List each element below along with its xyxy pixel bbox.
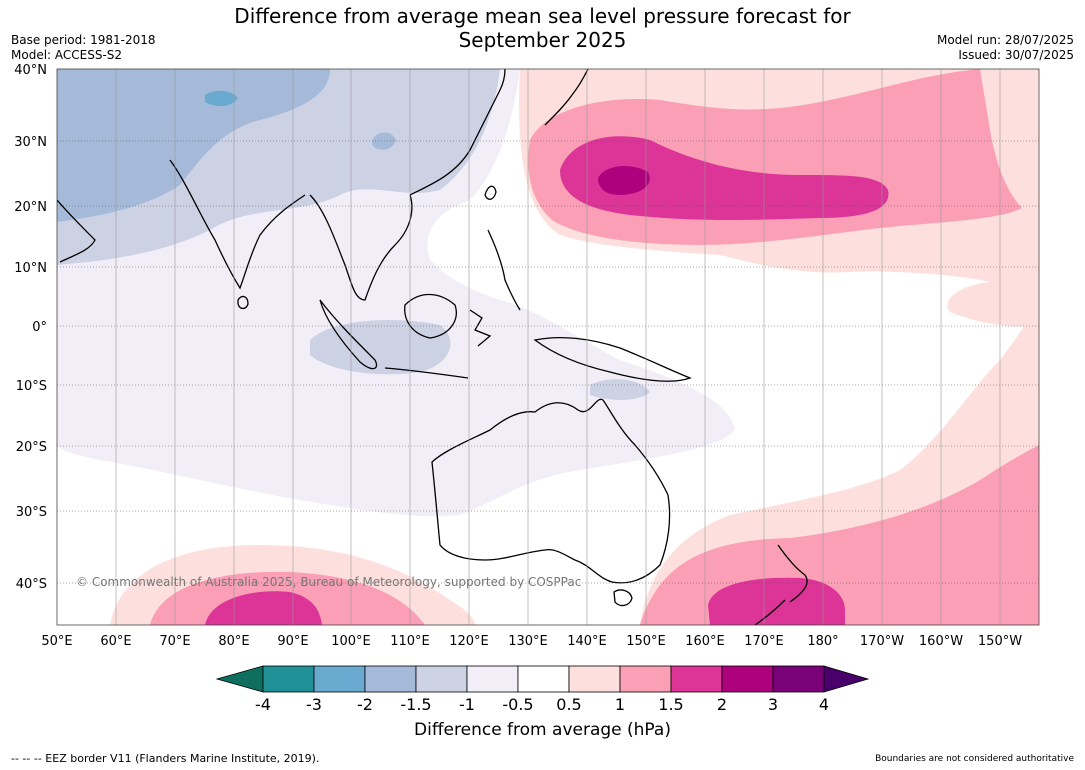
model-name: Model: ACCESS-S2 [11, 48, 123, 62]
colorbar-tick: 3 [768, 695, 778, 714]
lon-label: 160°W [919, 634, 963, 649]
colorbar-tick: 0.5 [556, 695, 581, 714]
colorbar-tick: -0.5 [502, 695, 533, 714]
lon-label: 60°E [100, 634, 131, 649]
anomaly-region-pos1-spacific [640, 445, 1039, 625]
lon-label: 140°E [567, 634, 607, 649]
anomaly-region-neg1-bay [310, 320, 451, 375]
map-frame [56, 68, 1040, 626]
colorbar-swatch [772, 665, 825, 693]
coastline-new-zealand-north [777, 544, 808, 603]
coastline-arabia [57, 199, 96, 263]
colorbar-tick: 2 [717, 695, 727, 714]
base-period: Base period: 1981-2018 [11, 33, 156, 47]
graticule [57, 69, 1039, 625]
title-line-2: September 2025 [458, 28, 627, 52]
colorbar-swatch [670, 665, 723, 693]
lon-label: 50°E [41, 634, 72, 649]
lon-label: 150°E [626, 634, 666, 649]
colorbar-tick: -1.5 [400, 695, 431, 714]
lat-label: 10°S [16, 379, 47, 394]
coastlines [57, 69, 808, 625]
colorbar-tick: -3 [306, 695, 322, 714]
lon-label: 100°E [331, 634, 371, 649]
colorbar-swatch [466, 665, 519, 693]
lon-label: 90°E [277, 634, 308, 649]
longitude-labels: 50°E 60°E 70°E 80°E 90°E 100°E 110°E 120°E 130°E… [41, 634, 1022, 649]
lon-label: 120°E [449, 634, 489, 649]
lat-label: 40°S [16, 577, 47, 592]
lat-label: 0° [32, 320, 47, 335]
anomaly-region-pos15-tasman [708, 577, 845, 625]
boundaries-disclaimer: Boundaries are not considered authoritat… [875, 754, 1074, 764]
anomaly-region-pos2-npacific [598, 166, 650, 195]
map-field [57, 69, 1039, 625]
coastline-sumatra [319, 299, 378, 370]
coastline-tasmania [613, 589, 633, 607]
copyright-notice: © Commonwealth of Australia 2025, Bureau… [76, 575, 581, 589]
colorbar-swatch [619, 665, 672, 693]
lon-label: 80°E [218, 634, 249, 649]
colorbar-tick-labels: -4 -3 -2 -1.5 -1 -0.5 0.5 1 1.5 2 3 4 [255, 695, 829, 714]
lon-label: 150°W [978, 634, 1022, 649]
anomaly-region-neg1-coralsea [590, 379, 650, 400]
coastline-china [409, 69, 506, 196]
colorbar-tick: -2 [357, 695, 373, 714]
colorbar-extend-low [215, 665, 264, 693]
latitude-labels: 40°N 30°N 20°N 10°N 0° 10°S 20°S 30°S 40°S [14, 63, 47, 592]
coastline-taiwan [484, 185, 497, 200]
coastline-philippines [487, 229, 521, 311]
coastline-new-guinea [533, 336, 692, 382]
colorbar-swatch [262, 665, 315, 693]
lon-label: 170°E [744, 634, 784, 649]
lat-label: 20°S [16, 440, 47, 455]
colorbar-swatch [517, 665, 570, 693]
title-line-1: Difference from average mean sea level p… [234, 4, 851, 28]
coastline-java [384, 367, 469, 379]
colorbar-tick: -1 [459, 695, 475, 714]
coastline-sri-lanka [237, 295, 249, 310]
lon-label: 130°E [508, 634, 548, 649]
lon-label: 160°E [685, 634, 725, 649]
colorbar-tick: 1 [615, 695, 625, 714]
anomaly-region-neg2-himalaya [205, 90, 238, 107]
colorbar-swatches [215, 665, 870, 693]
colorbar-extend-high [823, 665, 870, 693]
colorbar-swatch [721, 665, 774, 693]
colorbar-swatch [313, 665, 366, 693]
eez-footnote: -- -- -- EEZ border V11 (Flanders Marine… [11, 752, 320, 765]
coastline-japan [544, 69, 589, 126]
coastline-india [169, 159, 306, 290]
coastline-sulawesi [469, 309, 492, 347]
lat-label: 30°S [16, 505, 47, 520]
lon-label: 170°W [860, 634, 904, 649]
lat-label: 30°N [14, 135, 47, 150]
coastline-new-zealand-south [754, 599, 786, 625]
colorbar-label: Difference from average (hPa) [414, 720, 671, 740]
lon-label: 110°E [390, 634, 430, 649]
colorbar-swatch [364, 665, 417, 693]
colorbar-tick: 4 [819, 695, 829, 714]
colorbar-tick: -4 [255, 695, 271, 714]
lat-label: 20°N [14, 200, 47, 215]
model-info-left: Base period: 1981-2018 Model: ACCESS-S2 [11, 33, 156, 63]
lon-label: 70°E [159, 634, 190, 649]
colorbar-swatch [568, 665, 621, 693]
colorbar-swatch [415, 665, 468, 693]
lon-label: 180° [807, 634, 838, 649]
model-info-right: Model run: 28/07/2025 Issued: 30/07/2025 [937, 33, 1074, 63]
model-run-date: Model run: 28/07/2025 [936, 33, 1074, 47]
coastline-australia [431, 398, 671, 584]
lat-label: 40°N [14, 63, 47, 78]
chart-title: Difference from average mean sea level p… [0, 4, 1085, 52]
anomaly-region-pos15-npacific [560, 136, 889, 220]
anomaly-region-neg15-asia [57, 69, 330, 222]
lat-label: 10°N [14, 261, 47, 276]
issued-date: Issued: 30/07/2025 [958, 48, 1074, 62]
coastline-indochina [309, 194, 413, 301]
colorbar-tick: 1.5 [658, 695, 683, 714]
